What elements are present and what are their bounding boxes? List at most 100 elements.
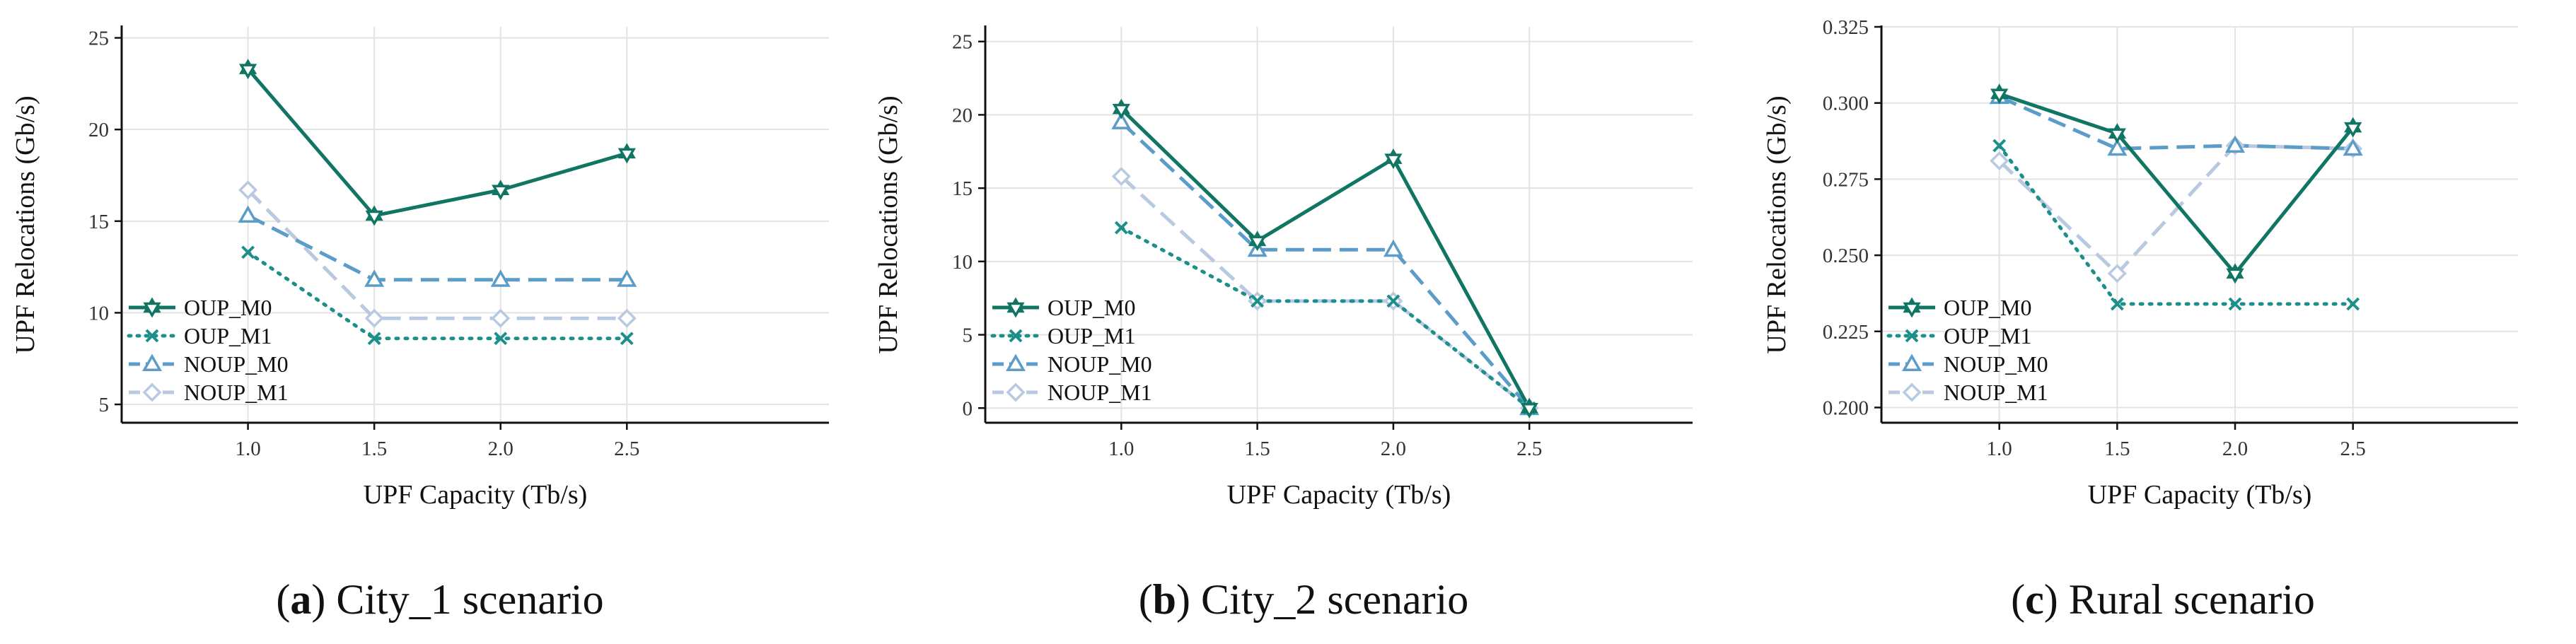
y-tick-label: 10: [88, 302, 109, 324]
y-tick-label: 0.275: [1823, 168, 1869, 191]
y-tick-label: 0.225: [1823, 321, 1869, 344]
legend-label: OUP_M1: [1944, 323, 2031, 349]
chart-panel-a: 5 10 15 20 25 1.0 1.5 2.0 2.5 UPF Capacity (Tb/s)…: [11, 25, 829, 623]
y-tick-label: 0.300: [1823, 93, 1869, 115]
y-tick-label: 0.325: [1823, 16, 1869, 39]
x-tick-label: 1.0: [1987, 438, 2012, 460]
y-tick-label: 15: [88, 211, 109, 233]
x-axis-title: UPF Capacity (Tb/s): [364, 480, 588, 510]
caption-close-paren: ): [311, 576, 336, 623]
legend-marker: [1903, 297, 1921, 318]
series-line-noup-m0: [247, 213, 627, 282]
panel-caption: (b) City_2 scenario: [1139, 576, 1469, 623]
legend-marker: [1005, 353, 1026, 371]
data-point-oup-m1: [241, 245, 255, 259]
chart-panel-c: 0.200 0.225 0.250 0.275 0.300 0.325 1.0 1.5 2.0 2…: [1762, 16, 2518, 623]
data-point-noup-m0: [364, 269, 385, 287]
legend-label: NOUP_M0: [1944, 351, 2048, 377]
legend-marker: [1902, 382, 1922, 402]
data-point-noup-m0: [617, 269, 637, 287]
y-axis-title: UPF Relocations (Gb/s): [874, 95, 903, 353]
x-tick-label: 2.0: [1381, 438, 1406, 460]
legend-label: OUP_M0: [1048, 295, 1135, 320]
data-point-oup-m1: [2346, 297, 2360, 311]
data-point-noup-m1: [491, 308, 511, 328]
data-point-noup-m0: [490, 269, 511, 287]
x-tick-label: 1.5: [2104, 438, 2130, 460]
data-point-noup-m0: [2343, 138, 2363, 156]
data-point-noup-m1: [1990, 151, 2009, 171]
data-point-oup-m0: [2344, 117, 2362, 138]
panel-caption: (a) City_1 scenario: [276, 576, 603, 623]
data-point-oup-m0: [1520, 397, 1538, 418]
legend-label: OUP_M1: [1048, 323, 1135, 349]
caption-letter: a: [290, 576, 311, 623]
legend-label: NOUP_M1: [184, 380, 289, 405]
data-point-oup-m1: [2228, 297, 2242, 311]
data-point-oup-m0: [1112, 98, 1130, 119]
legend-label: OUP_M1: [184, 323, 272, 349]
y-tick-label: 15: [952, 177, 973, 200]
legend-marker: [1006, 382, 1026, 402]
legend-label: NOUP_M0: [1048, 351, 1152, 377]
y-tick-label: 0.200: [1823, 397, 1869, 419]
y-tick-label: 20: [88, 119, 109, 141]
chart-panel-b: 0 5 10 15 20 25 1.0 1.5 2.0 2.5 UPF Capacity (Tb/s…: [874, 25, 1693, 623]
data-point-oup-m1: [620, 332, 634, 346]
series-line-oup-m0: [1998, 92, 2355, 276]
series-line-noup-m0: [1120, 120, 1531, 409]
legend-marker: [1901, 353, 1922, 371]
legend-marker: [145, 329, 159, 343]
series-line-oup-m0: [1120, 107, 1531, 409]
legend-label: OUP_M0: [1944, 295, 2031, 320]
data-point-oup-m0: [365, 205, 383, 226]
y-axis-title: UPF Relocations (Gb/s): [1762, 95, 1792, 353]
data-point-oup-m0: [1990, 83, 2009, 105]
data-point-oup-m0: [2226, 263, 2244, 284]
y-tick-label: 0.250: [1823, 245, 1869, 267]
data-point-noup-m0: [1383, 239, 1403, 257]
data-point-oup-m1: [367, 332, 381, 346]
caption-letter: b: [1153, 576, 1176, 623]
data-point-oup-m0: [492, 180, 510, 201]
y-tick-label: 25: [88, 28, 109, 50]
data-point-noup-m1: [617, 308, 637, 328]
legend-marker: [141, 353, 163, 371]
legend-label: NOUP_M1: [1048, 380, 1152, 405]
series-line-noup-m0: [1998, 95, 2353, 151]
panel-caption: (c) Rural scenario: [2011, 576, 2315, 623]
y-tick-label: 20: [952, 104, 973, 127]
legend-marker: [1009, 329, 1023, 343]
x-tick-label: 2.5: [1516, 438, 1542, 460]
data-point-noup-m0: [2224, 135, 2246, 153]
x-tick-label: 1.0: [235, 438, 260, 460]
caption-text: City_1 scenario: [336, 576, 603, 623]
legend-label: NOUP_M0: [184, 351, 289, 377]
data-point-noup-m1: [2107, 264, 2127, 283]
legend-label: NOUP_M1: [1944, 380, 2048, 405]
data-point-oup-m1: [2110, 297, 2124, 311]
data-point-oup-m0: [2108, 123, 2126, 144]
data-point-noup-m0: [2107, 138, 2128, 156]
caption-text: Rural scenario: [2069, 576, 2315, 623]
x-tick-label: 2.5: [2340, 438, 2366, 460]
data-point-oup-m0: [238, 59, 257, 80]
y-tick-label: 25: [952, 31, 973, 54]
caption-text: City_2 scenario: [1201, 576, 1468, 623]
legend-marker: [1905, 329, 1919, 343]
x-axis-title: UPF Capacity (Tb/s): [1227, 480, 1451, 510]
data-point-noup-m1: [364, 308, 384, 328]
x-tick-label: 1.5: [1244, 438, 1270, 460]
series-line-noup-m1: [246, 188, 627, 320]
caption-close-paren: ): [2044, 576, 2069, 623]
data-point-oup-m0: [1248, 230, 1267, 252]
x-tick-label: 1.0: [1108, 438, 1134, 460]
data-point-noup-m0: [1111, 112, 1132, 129]
series-line-noup-m1: [1997, 144, 2353, 276]
data-point-oup-m1: [1114, 221, 1128, 235]
x-tick-label: 2.0: [2222, 438, 2248, 460]
data-point-oup-m1: [1251, 294, 1265, 308]
x-tick-label: 1.5: [361, 438, 387, 460]
y-tick-label: 5: [99, 394, 110, 416]
